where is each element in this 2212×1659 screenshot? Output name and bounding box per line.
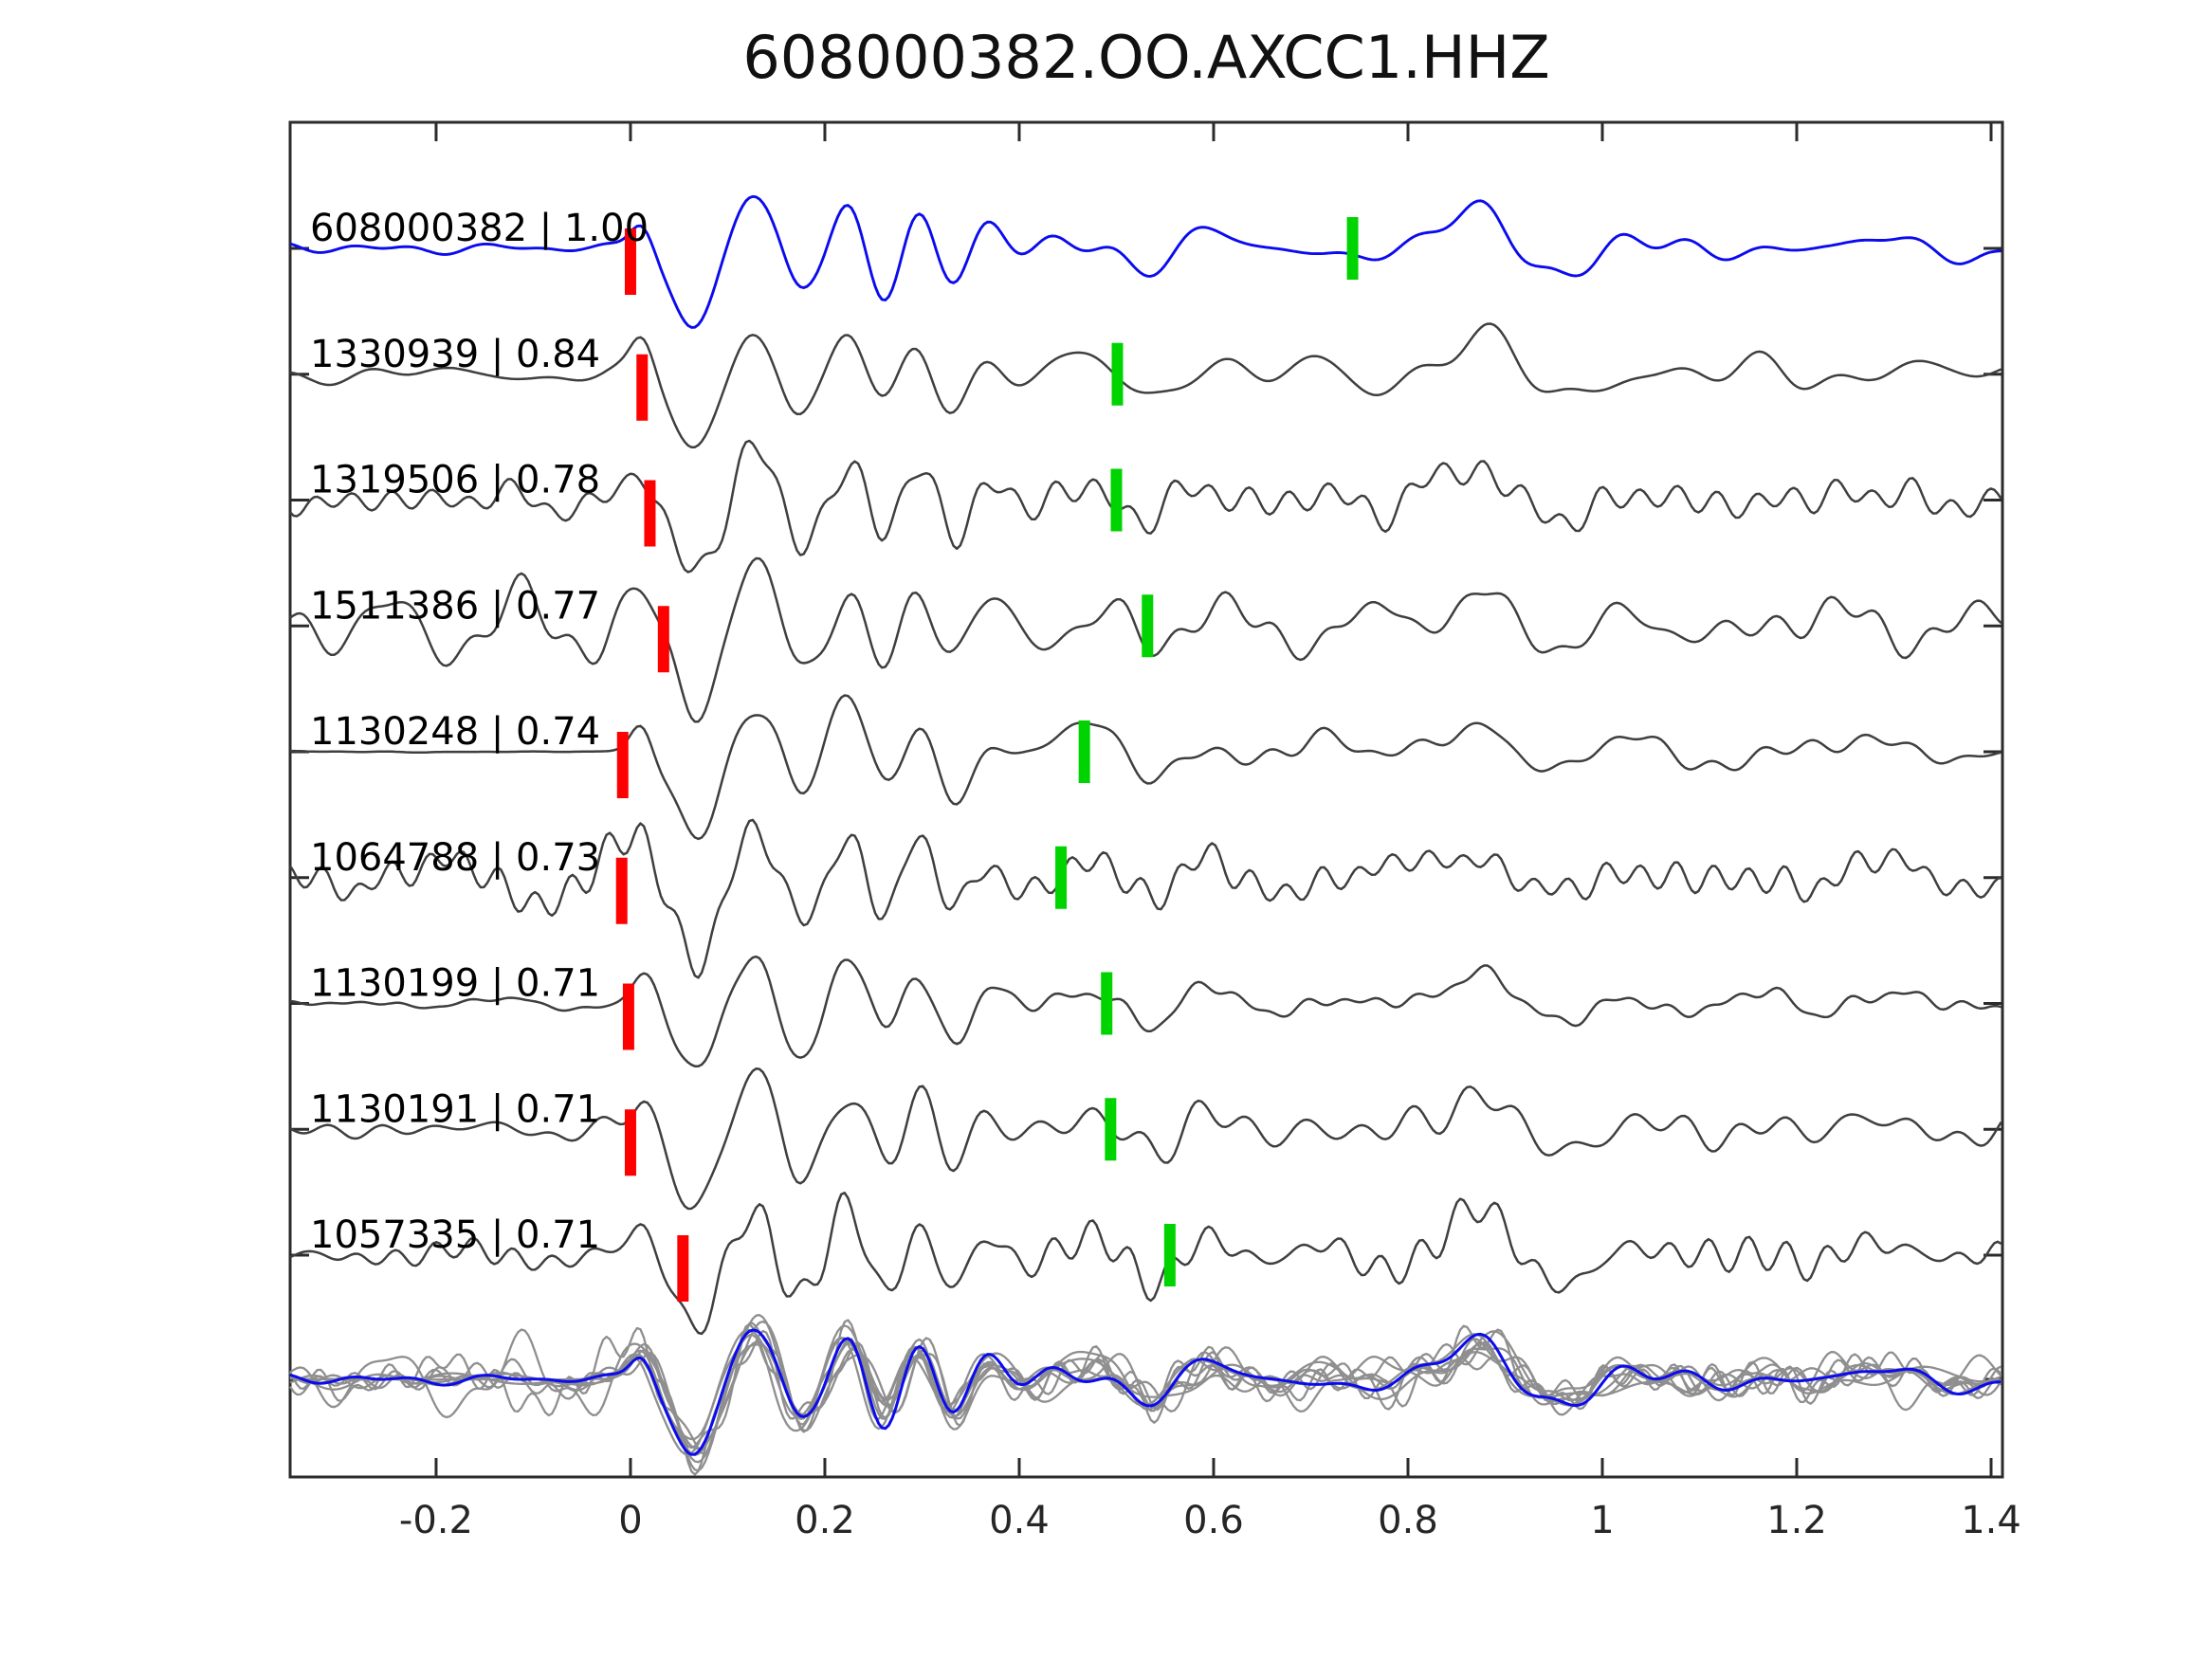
green-pick-marker-608000382 [1346, 217, 1359, 280]
trace-label-1319506: 1319506 | 0.78 [310, 459, 600, 502]
red-pick-marker-608000382 [624, 228, 636, 295]
x-tick-label: 0.2 [795, 1499, 855, 1542]
detection-waveform-1064788 [288, 818, 2002, 979]
red-pick-marker-1064788 [615, 857, 628, 924]
green-pick-marker-1319506 [1110, 468, 1123, 532]
green-pick-marker-1130248 [1078, 720, 1090, 783]
red-pick-marker-1330939 [636, 354, 649, 421]
x-tick-label: 0.8 [1378, 1499, 1438, 1542]
green-pick-marker-1130199 [1101, 972, 1113, 1035]
trace-label-1130191: 1130191 | 0.71 [310, 1087, 600, 1131]
red-pick-marker-1130191 [624, 1109, 636, 1176]
detection-waveform-1330939 [289, 322, 2002, 449]
figure-title: 608000382.OO.AXCC1.HHZ [742, 23, 1550, 92]
red-pick-marker-1130199 [622, 983, 634, 1050]
green-pick-marker-1064788 [1055, 846, 1068, 909]
x-tick-label: 0 [618, 1499, 642, 1542]
red-pick-marker-1057335 [677, 1235, 689, 1302]
detection-waveform-1319506 [289, 439, 2002, 574]
x-tick-label: 0.6 [1183, 1499, 1244, 1542]
green-pick-marker-1511386 [1142, 594, 1154, 658]
green-pick-marker-1330939 [1111, 342, 1124, 406]
detection-waveform-1130199 [289, 955, 2002, 1068]
overlay-gray-trace-1057335 [289, 1319, 2002, 1455]
green-pick-marker-1130191 [1105, 1098, 1117, 1161]
red-pick-marker-1130248 [616, 732, 629, 798]
x-tick-label: 1.2 [1766, 1499, 1827, 1542]
trace-label-608000382: 608000382 | 1.00 [310, 207, 649, 250]
trace-label-1330939: 1330939 | 0.84 [310, 333, 600, 376]
detection-waveform-1130191 [289, 1067, 2002, 1211]
x-tick-label: 1 [1590, 1499, 1614, 1542]
red-pick-marker-1511386 [657, 606, 669, 673]
template-waveform-608000382 [289, 194, 2002, 329]
trace-label-1130199: 1130199 | 0.71 [310, 962, 600, 1006]
trace-label-1130248: 1130248 | 0.74 [310, 710, 600, 754]
x-tick-label: -0.2 [399, 1499, 473, 1542]
trace-label-1511386: 1511386 | 0.77 [310, 584, 600, 628]
overlay-template-trace [289, 1328, 2002, 1456]
trace-label-1064788: 1064788 | 0.73 [310, 836, 600, 880]
detection-waveform-1130248 [290, 694, 2002, 841]
x-tick-label: 1.4 [1961, 1499, 2021, 1542]
x-tick-label: 0.4 [989, 1499, 1050, 1542]
detection-waveform-1057335 [289, 1192, 2002, 1336]
trace-label-1057335: 1057335 | 0.71 [310, 1213, 600, 1257]
green-pick-marker-1057335 [1163, 1224, 1176, 1286]
red-pick-marker-1319506 [644, 480, 656, 547]
axis-frame [288, 120, 2004, 1479]
